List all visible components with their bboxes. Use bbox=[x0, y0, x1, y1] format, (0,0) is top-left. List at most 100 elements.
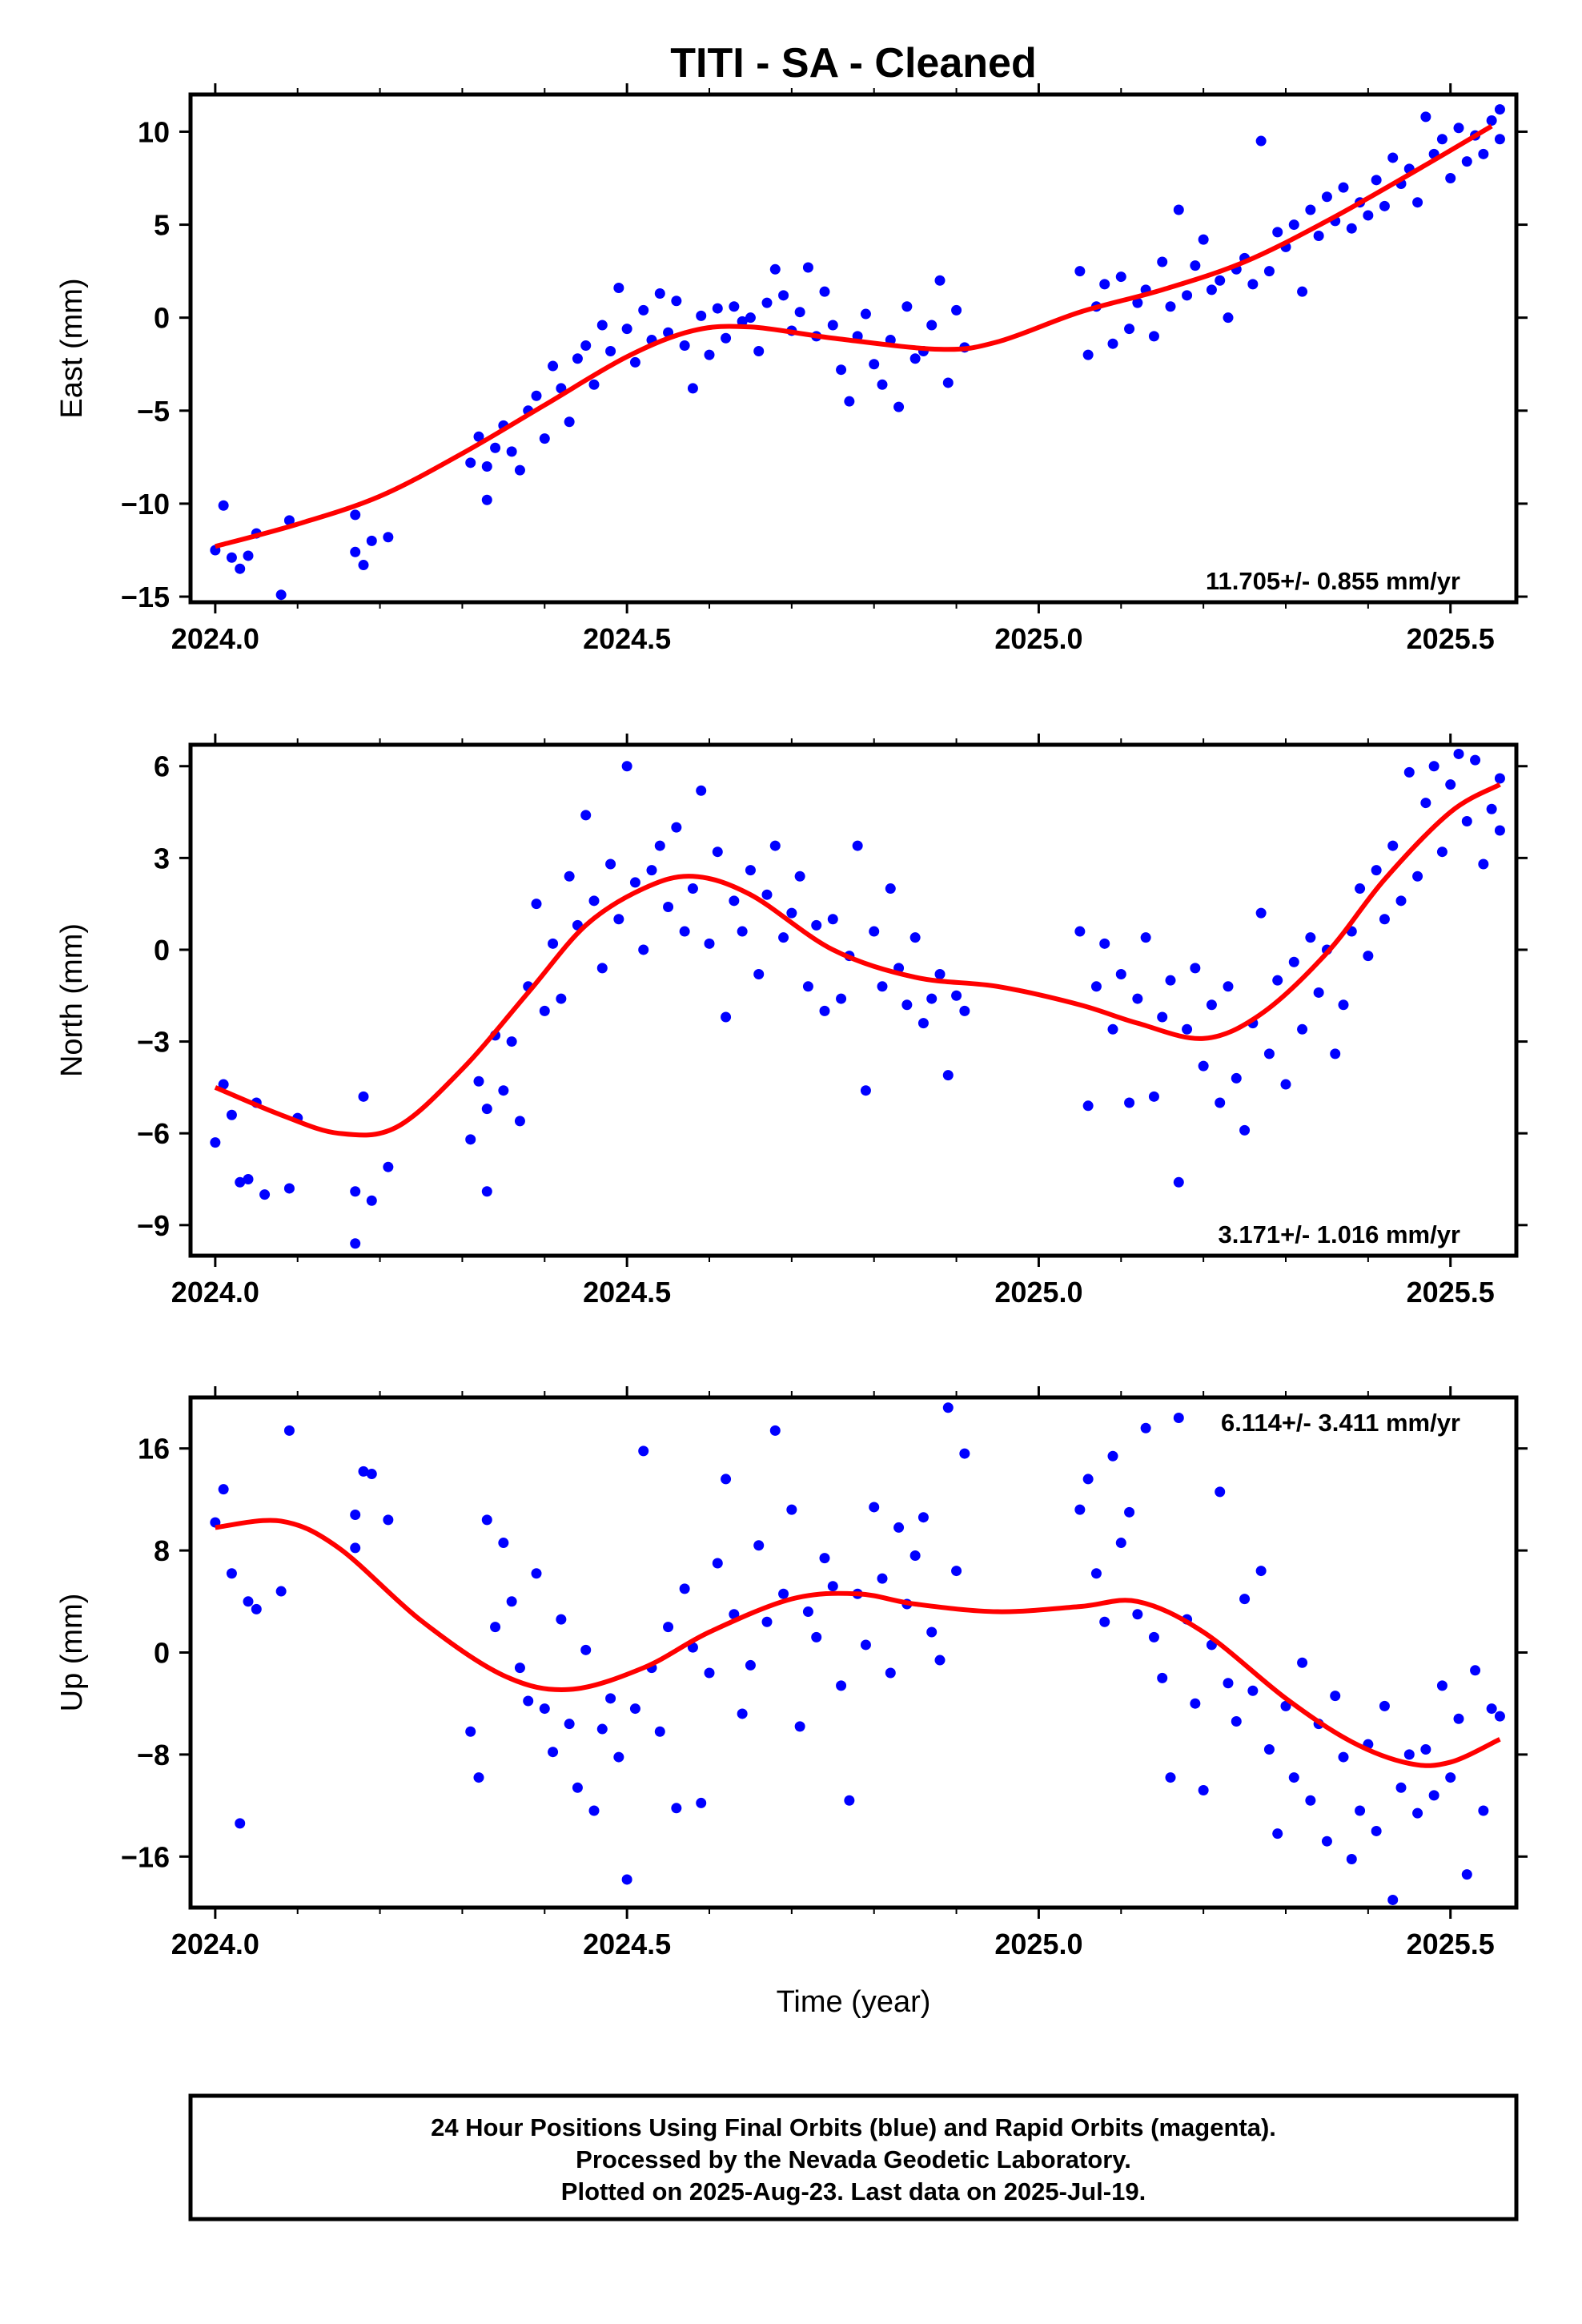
east-data-point bbox=[761, 297, 773, 308]
north-data-point bbox=[1453, 748, 1464, 759]
east-data-point bbox=[1165, 301, 1176, 312]
east-data-point bbox=[1436, 134, 1447, 145]
east-y-axis-title: East (mm) bbox=[55, 278, 89, 418]
north-ytick-label: −6 bbox=[137, 1117, 170, 1150]
east-data-point bbox=[1363, 210, 1374, 221]
east-data-point bbox=[737, 316, 748, 327]
east-ytick-label: 5 bbox=[154, 209, 170, 242]
east-data-point bbox=[1132, 297, 1143, 308]
north-data-point bbox=[1082, 1100, 1094, 1112]
north-data-point bbox=[1198, 1060, 1209, 1072]
north-data-point bbox=[1074, 926, 1086, 937]
north-data-point bbox=[786, 907, 797, 919]
east-data-point bbox=[1263, 266, 1275, 277]
north-data-point bbox=[869, 926, 880, 937]
east-data-point bbox=[465, 457, 476, 468]
north-xtick-label: 2025.0 bbox=[994, 1276, 1082, 1309]
north-data-point bbox=[811, 919, 822, 931]
up-data-point bbox=[1420, 1744, 1431, 1755]
north-data-point bbox=[819, 1005, 830, 1016]
up-data-point bbox=[473, 1772, 484, 1783]
north-data-point bbox=[1420, 798, 1431, 809]
up-data-point bbox=[729, 1609, 740, 1620]
north-plot-area bbox=[210, 748, 1505, 1249]
up-data-point bbox=[893, 1522, 905, 1533]
up-data-point bbox=[605, 1693, 616, 1704]
north-data-point bbox=[1099, 938, 1110, 949]
north-data-point bbox=[745, 865, 756, 876]
up-data-point bbox=[1403, 1749, 1415, 1760]
up-data-point bbox=[539, 1703, 550, 1715]
north-data-point bbox=[1305, 932, 1316, 943]
east-data-point bbox=[350, 509, 361, 521]
north-data-point bbox=[1330, 1048, 1341, 1059]
up-data-point bbox=[1297, 1657, 1308, 1668]
north-data-point bbox=[836, 993, 847, 1004]
east-data-point bbox=[827, 320, 838, 331]
north-data-point bbox=[1182, 1023, 1193, 1035]
up-data-point bbox=[588, 1805, 600, 1816]
up-data-point bbox=[350, 1542, 361, 1554]
east-data-point bbox=[877, 379, 888, 390]
up-data-point bbox=[836, 1680, 847, 1691]
east-data-point bbox=[1082, 349, 1094, 360]
east-data-point bbox=[909, 353, 921, 364]
up-data-point bbox=[827, 1581, 838, 1592]
east-data-point bbox=[1182, 290, 1193, 301]
north-data-point bbox=[802, 981, 813, 992]
up-data-point bbox=[1148, 1631, 1159, 1642]
up-data-point bbox=[580, 1644, 592, 1655]
east-data-point bbox=[721, 332, 732, 344]
east-data-point bbox=[1412, 197, 1423, 208]
east-data-point bbox=[1453, 123, 1464, 134]
north-data-point bbox=[1486, 803, 1497, 814]
north-data-point bbox=[383, 1161, 394, 1172]
north-data-point bbox=[778, 932, 789, 943]
up-data-point bbox=[1445, 1772, 1456, 1783]
up-plot-area bbox=[210, 1402, 1505, 1905]
north-ytick-label: 6 bbox=[154, 750, 170, 783]
up-data-point bbox=[621, 1874, 632, 1885]
east-data-point bbox=[275, 589, 287, 601]
north-data-point bbox=[827, 914, 838, 925]
north-data-point bbox=[942, 1070, 954, 1081]
east-data-point bbox=[1486, 115, 1497, 127]
north-data-point bbox=[1272, 975, 1283, 986]
east-data-point bbox=[1272, 227, 1283, 238]
east-ytick-label: −5 bbox=[137, 395, 170, 428]
north-data-point bbox=[1436, 846, 1447, 858]
east-data-point bbox=[621, 324, 632, 335]
up-data-point bbox=[1412, 1807, 1423, 1819]
up-data-point bbox=[934, 1655, 946, 1666]
north-data-point bbox=[218, 1079, 229, 1090]
east-data-point bbox=[1379, 200, 1390, 211]
up-data-point bbox=[226, 1568, 237, 1579]
north-data-point bbox=[794, 870, 805, 882]
east-data-point bbox=[531, 390, 542, 401]
up-data-point bbox=[1486, 1703, 1497, 1715]
up-frame bbox=[188, 1395, 1519, 1910]
up-y-axis-title: Up (mm) bbox=[55, 1594, 89, 1712]
panel-north: 2024.0 2024.5 2025.0 2025.5 −9 −6 −3 0 3 6 North (… bbox=[55, 734, 1528, 1309]
north-data-point bbox=[629, 877, 640, 888]
up-data-point bbox=[819, 1553, 830, 1564]
east-data-point bbox=[926, 320, 938, 331]
up-data-point bbox=[696, 1797, 707, 1808]
east-data-point bbox=[934, 275, 946, 286]
north-data-point bbox=[696, 785, 707, 796]
east-data-point bbox=[366, 535, 377, 546]
north-data-point bbox=[531, 899, 542, 910]
up-data-point bbox=[1428, 1790, 1439, 1801]
up-data-point bbox=[704, 1667, 715, 1679]
north-xtick-label: 2025.5 bbox=[1407, 1276, 1495, 1309]
north-data-point bbox=[1231, 1072, 1242, 1084]
east-data-point bbox=[1297, 286, 1308, 297]
east-data-point bbox=[226, 552, 237, 563]
north-data-point bbox=[465, 1134, 476, 1145]
up-xtick-label: 2025.0 bbox=[994, 1928, 1082, 1960]
north-y-axis-title: North (mm) bbox=[55, 923, 89, 1077]
east-data-point bbox=[481, 494, 492, 505]
east-data-point bbox=[1445, 173, 1456, 184]
up-data-point bbox=[844, 1795, 855, 1806]
